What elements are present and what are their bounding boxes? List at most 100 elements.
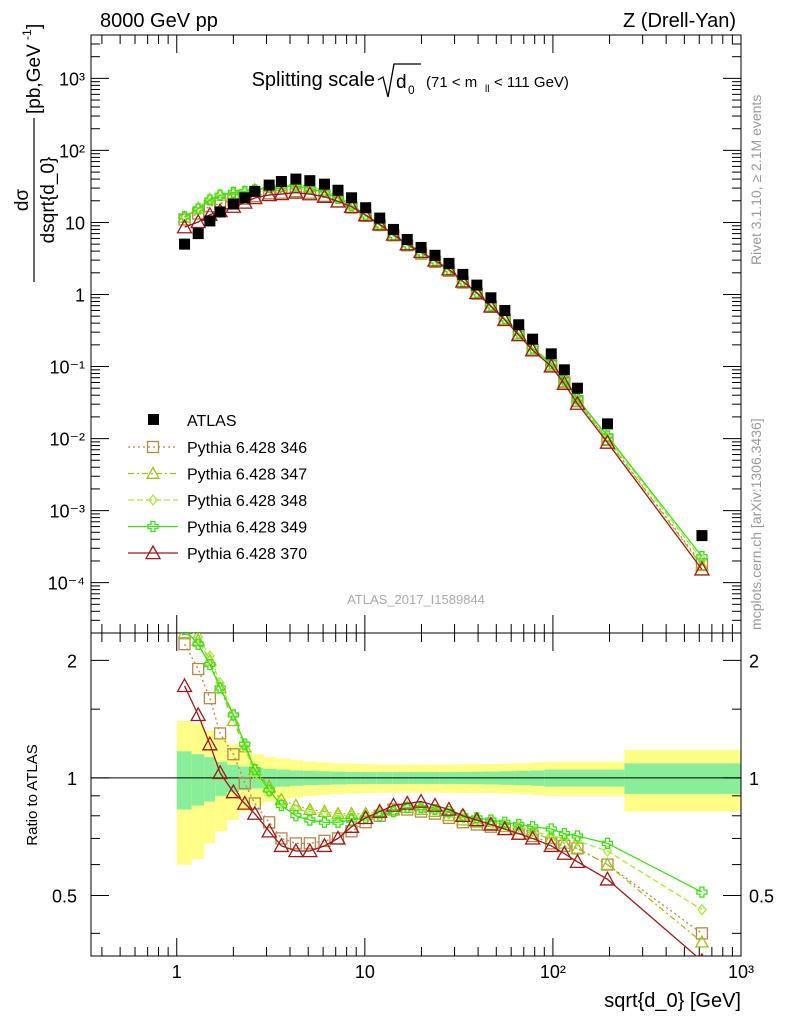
side-rivet: Rivet 3.1.10, ≥ 2.1M events [748,95,764,265]
series-point-main [178,211,191,223]
y-tick-label: 1 [75,285,85,305]
atlas-point [179,238,191,250]
series-point-ratio [316,837,333,853]
series-point-ratio [302,802,317,815]
series-point-ratio [236,795,253,810]
series-point-ratio [289,837,303,850]
ratio-tick-label: 0.5 [52,887,77,907]
series-point-ratio [696,886,708,898]
series-point-ratio [527,825,538,838]
atlas-point [263,179,275,191]
series-point-ratio [513,818,525,831]
atlas-point [275,176,287,188]
y-label-close: ] [24,24,45,29]
legend-atlas-marker [148,414,159,425]
series-point-main [192,203,204,215]
atlas-point [443,257,455,269]
series-point-ratio [697,903,707,916]
atlas-point [227,198,239,210]
atlas-point [304,175,316,187]
series-point-main [204,194,216,206]
series-point-ratio [543,837,560,853]
atlas-point [192,228,204,240]
series-point-ratio [440,801,458,816]
series-point-ratio [343,818,360,833]
series-point-ratio [290,810,302,822]
series-point-ratio [330,806,346,820]
series-point-ratio [426,797,444,812]
series-point-ratio [291,803,301,816]
series-point-ratio [203,692,217,705]
series-line-ratio [183,685,698,956]
series-point-ratio [546,829,557,843]
series-point-main [193,201,204,214]
series-point-ratio [332,816,344,828]
y-tick-label: 10⁻⁴ [48,574,85,594]
y-label-sup: -1 [20,29,34,40]
series-point-ratio [571,830,584,842]
series-point-ratio [559,832,570,845]
series-point-main [329,193,347,208]
series-point-ratio [385,797,402,812]
analysis-id: ATLAS_2017_I1589844 [347,592,485,607]
series-point-ratio [287,842,305,858]
sqrt-sign [377,63,421,98]
y-tick-label: 10² [59,141,85,161]
y-tick-label: 10³ [59,69,85,89]
series-point-ratio [274,792,289,806]
series-point-ratio [510,825,527,840]
series-point-ratio [599,870,616,886]
series-point-ratio [239,738,251,750]
series-point-main [246,189,263,205]
series-point-ratio [412,793,430,808]
series-point-ratio [468,811,485,827]
series-point-ratio [213,727,227,740]
series-point-ratio [227,709,240,721]
series-point-ratio [193,633,204,643]
series-point-ratio [602,844,613,858]
title-main: Splitting scale [252,69,375,91]
series-point-ratio [246,805,263,820]
legend-marker [148,493,158,507]
ratio-panel-frame [90,632,742,957]
legend-label: Pythia 6.428 349 [187,520,307,537]
series-point-ratio [399,795,416,810]
series-point-ratio [482,816,500,831]
ratio-bands [91,720,741,865]
series-point-main [524,341,541,357]
x-tick-label: 10³ [728,962,754,982]
side-mcplots: mcplots.cern.ch [arXiv:1306.3436] [748,418,764,630]
series-point-ratio [249,764,261,776]
series-point-ratio [496,820,513,836]
legend-marker [145,466,161,479]
main-series-layer [176,176,711,576]
series-point-ratio [263,784,275,796]
series-line-main [184,191,703,570]
series-point-ratio [301,842,318,858]
series-point-ratio [178,638,191,651]
series-point-ratio [695,927,709,940]
series-point-ratio [211,764,229,780]
atlas-point [346,192,358,204]
header-left: 8000 GeV pp [100,10,218,32]
series-point-ratio [317,804,332,818]
series-point-ratio [201,735,218,751]
ratio-tick-label-right: 2 [749,651,759,671]
y-label-den: dsqrt{d_0} [38,157,59,244]
series-point-main [190,213,207,229]
series-point-main [496,311,513,327]
legend-label: Pythia 6.428 347 [187,467,307,484]
series-point-main [371,215,388,231]
ratio-tick-label-right: 0.5 [749,887,774,907]
y-tick-label: 10⁻² [49,430,85,450]
series-point-ratio [226,713,241,727]
series-point-ratio [204,658,216,671]
header-right: Z (Drell-Yan) [623,10,736,32]
series-point-ratio [569,853,586,869]
series-point-ratio [572,834,583,847]
series-point-ratio [570,841,585,854]
legend-atlas-label: ATLAS [187,413,237,430]
x-tick-label: 1 [172,962,182,982]
series-point-main [357,206,374,222]
